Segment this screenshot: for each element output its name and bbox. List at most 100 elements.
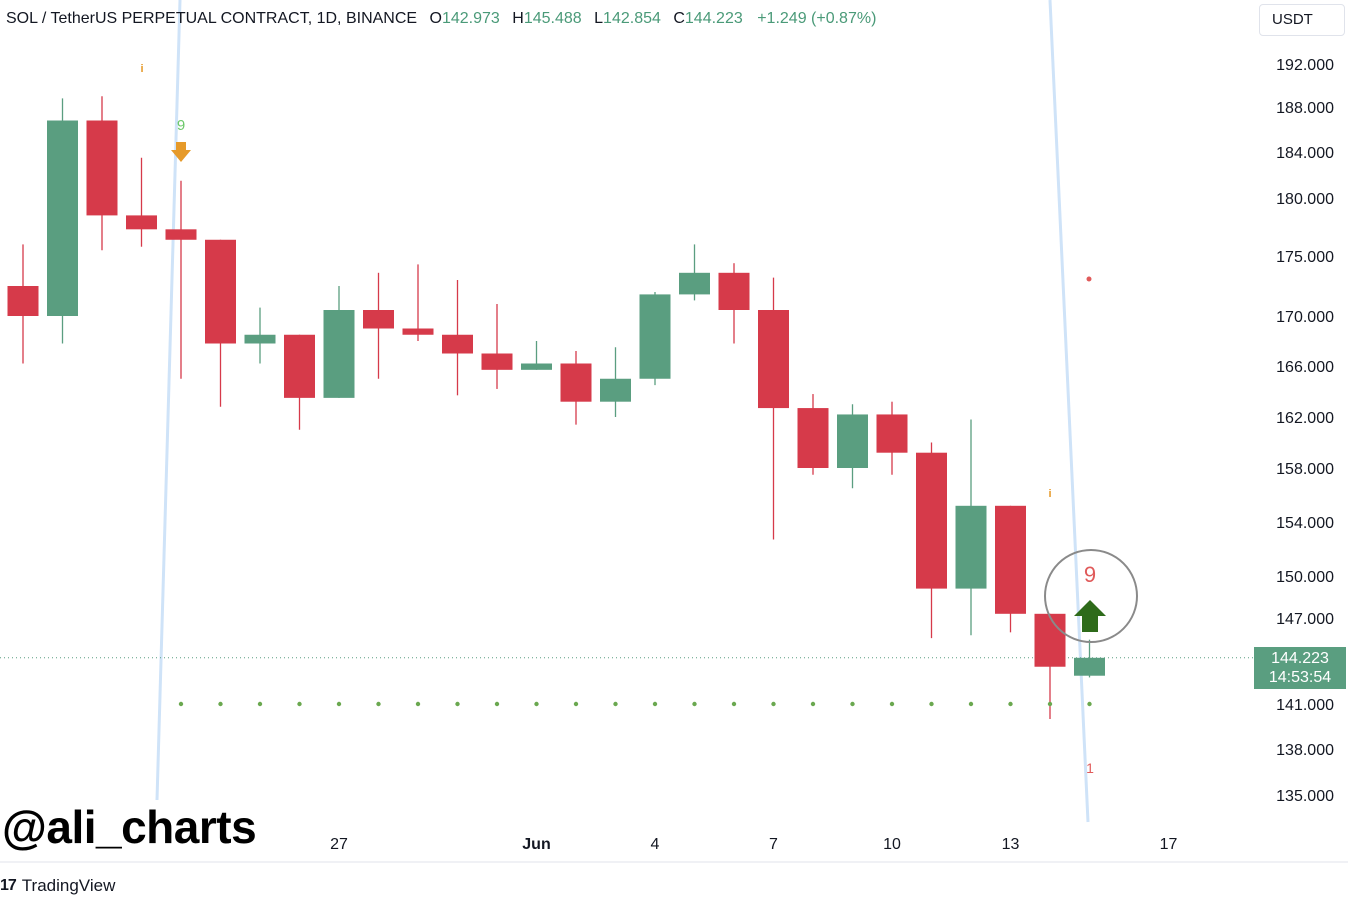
time-axis-label: 13 — [1002, 836, 1020, 853]
candle-body — [521, 363, 552, 370]
candle-body — [442, 334, 473, 354]
close-value: 144.223 — [684, 10, 743, 27]
candles-group — [7, 96, 1105, 719]
price-axis-label: 162.000 — [1276, 410, 1334, 427]
support-dot — [218, 701, 223, 707]
low-value: 142.854 — [603, 10, 661, 27]
bar-countdown: 14:53:54 — [1268, 669, 1332, 686]
price-axis-label: 141.000 — [1276, 697, 1334, 714]
candle-body — [284, 334, 315, 398]
support-dot — [810, 701, 816, 707]
support-dot — [376, 701, 381, 707]
candle-body — [639, 294, 671, 379]
trendline-left — [155, 0, 182, 801]
time-axis-label: 17 — [1160, 836, 1178, 853]
candle-body — [1074, 657, 1105, 676]
brand-name: TradingView — [21, 876, 116, 895]
support-dot — [297, 701, 302, 707]
candle-body — [758, 310, 789, 409]
currency-button[interactable]: USDT — [1259, 4, 1345, 36]
tradingview-brand[interactable]: 17 TradingView — [0, 876, 115, 896]
candle-body — [876, 414, 908, 453]
candle-body — [916, 452, 947, 589]
price-axis-label: 192.000 — [1276, 57, 1334, 74]
support-dot — [178, 701, 184, 707]
count-label: 1 — [1086, 760, 1094, 776]
price-axis-label: 184.000 — [1276, 145, 1334, 162]
candle-body — [1034, 613, 1066, 667]
chart-legend-header: SOL / TetherUS PERPETUAL CONTRACT, 1D, B… — [6, 10, 876, 28]
candle-body — [402, 328, 434, 335]
candle-body — [323, 310, 355, 398]
low-label: L — [594, 10, 604, 27]
price-axis-label: 138.000 — [1276, 742, 1334, 759]
trendline-right — [1048, 0, 1090, 823]
candle-body — [126, 215, 157, 230]
candle-body — [244, 334, 276, 344]
support-dot — [494, 701, 500, 707]
candle-body — [205, 239, 236, 344]
candle-body — [995, 505, 1026, 614]
support-dot — [850, 701, 855, 707]
time-axis-label: 27 — [330, 836, 348, 853]
support-dot — [534, 701, 539, 707]
price-axis-label: 175.000 — [1276, 249, 1334, 266]
symbol-title[interactable]: SOL / TetherUS PERPETUAL CONTRACT, 1D, B… — [6, 10, 418, 27]
support-dot — [1087, 701, 1092, 707]
price-axis-label: 188.000 — [1276, 100, 1334, 117]
candle-body — [363, 310, 394, 329]
last-price-value: 144.223 — [1271, 650, 1329, 667]
support-dot — [613, 701, 618, 707]
support-dot — [771, 701, 776, 707]
price-axis-label: 150.000 — [1276, 569, 1334, 586]
author-watermark: @ali_charts — [2, 801, 257, 853]
candle-body — [481, 353, 513, 370]
candle-body — [165, 229, 197, 240]
support-dot — [455, 701, 460, 707]
support-dot — [692, 701, 697, 707]
price-axis-label: 170.000 — [1276, 309, 1334, 326]
price-axis-label: 180.000 — [1276, 191, 1334, 208]
close-label: C — [673, 10, 685, 27]
open-value: 142.973 — [441, 10, 500, 27]
time-axis-label: Jun — [522, 836, 550, 853]
change-value: +1.249 (+0.87%) — [757, 10, 877, 27]
support-dot — [889, 701, 895, 707]
candle-body — [718, 272, 750, 310]
support-dot — [573, 701, 579, 707]
candle-body — [679, 272, 710, 295]
highlight-circle — [1044, 549, 1138, 643]
support-dot — [1008, 701, 1013, 707]
support-dot — [731, 701, 737, 707]
tradingview-logo-icon: 17 — [0, 877, 17, 894]
price-axis-label: 135.000 — [1276, 788, 1334, 805]
price-axis-label: 154.000 — [1276, 515, 1334, 532]
candle-body — [600, 378, 631, 402]
info-icon: i — [140, 63, 143, 75]
sell-arrow-icon — [171, 142, 191, 162]
high-value: 145.488 — [523, 10, 582, 27]
info-icon: i — [1048, 488, 1051, 500]
signal-dot — [1086, 276, 1092, 282]
candle-body — [86, 120, 118, 216]
high-label: H — [512, 10, 524, 27]
price-axis-label: 158.000 — [1276, 461, 1334, 478]
setup-count-label: 9 — [1084, 562, 1096, 587]
candle-body — [560, 363, 592, 402]
candle-body — [797, 408, 829, 468]
price-axis-label: 147.000 — [1276, 611, 1334, 628]
candle-body — [955, 505, 987, 589]
support-dot — [257, 701, 263, 707]
price-axis-label: 166.000 — [1276, 359, 1334, 376]
support-dot — [929, 701, 934, 707]
candle-body — [837, 414, 868, 468]
time-axis-label: 4 — [651, 836, 660, 853]
support-dot — [968, 701, 974, 707]
candle-body — [47, 120, 78, 316]
last-price-tag: 144.223 14:53:54 — [1254, 647, 1346, 689]
time-axis-label: 7 — [769, 836, 778, 853]
support-dot — [1047, 701, 1053, 707]
support-dot — [652, 701, 658, 707]
